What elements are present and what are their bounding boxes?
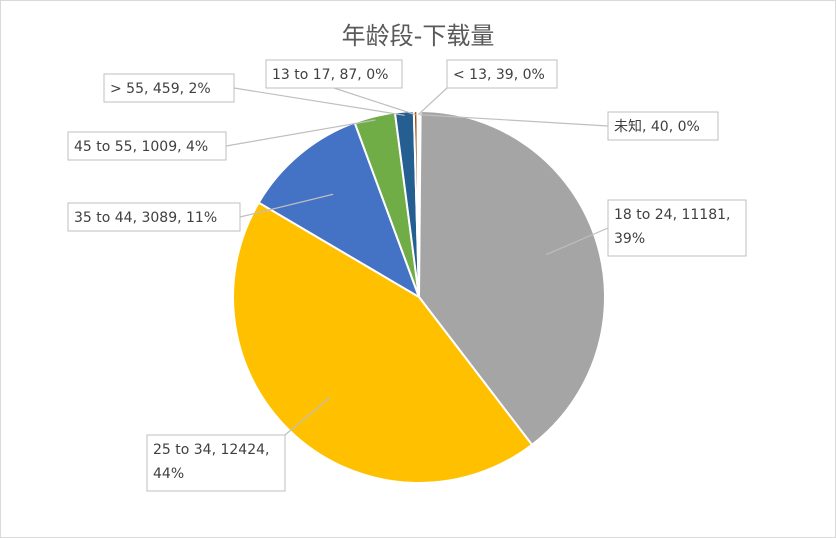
data-label-text: 39% (614, 231, 645, 247)
data-labels: 未知, 40, 0% 18 to 24, 11181, 39% 25 to 34, 1… (67, 59, 747, 492)
leader-line-13 (417, 87, 448, 116)
data-label-box (67, 202, 241, 232)
leader-lines (225, 87, 609, 436)
data-label-13: < 13, 39, 0% (446, 59, 558, 89)
pie-slice-18-to-24 (417, 109, 606, 447)
data-label-13-to-17: 13 to 17, 87, 0% (265, 59, 403, 89)
data-label-text: 45 to 55, 1009, 4% (74, 139, 208, 155)
leader-line-18-to-24 (545, 227, 609, 256)
data-label-text: 13 to 17, 87, 0% (272, 67, 388, 83)
leader-line-slice-0 (419, 114, 609, 127)
data-label-box (607, 111, 719, 141)
data-label-text: 25 to 34, 12424, (153, 442, 269, 458)
leader-line-35-to-44 (239, 193, 334, 218)
pie-slices (232, 109, 606, 484)
data-label-25-to-34: 25 to 34, 12424, 44% (146, 434, 286, 492)
data-label-35-to-44: 35 to 44, 3089, 11% (67, 202, 241, 232)
data-label-box (265, 59, 403, 89)
leader-line-13-to-17 (333, 87, 416, 116)
data-label-18-to-24: 18 to 24, 11181, 39% (607, 199, 747, 257)
data-label-text: 18 to 24, 11181, (614, 207, 730, 223)
data-label-text: < 13, 39, 0% (453, 67, 545, 83)
leader-line-45-to-55 (225, 119, 376, 147)
data-label-text: > 55, 459, 2% (110, 81, 211, 97)
data-label-slice-0: 未知, 40, 0% (607, 111, 719, 141)
data-label-text: 44% (153, 466, 184, 482)
data-label-text: 35 to 44, 3089, 11% (74, 210, 217, 226)
leader-line-25-to-34 (284, 396, 331, 436)
data-label-box (67, 131, 227, 161)
leader-line-55 (233, 87, 405, 116)
data-label-box (103, 73, 235, 103)
data-label-box (446, 59, 558, 89)
data-label-45-to-55: 45 to 55, 1009, 4% (67, 131, 227, 161)
chart-title: 年龄段-下载量 (341, 22, 495, 50)
data-label-box (146, 434, 286, 492)
pie-slice-25-to-34 (232, 201, 534, 484)
data-label-box (607, 199, 747, 257)
data-label-55: > 55, 459, 2% (103, 73, 235, 103)
data-label-text: 未知, 40, 0% (614, 118, 700, 135)
pie-slice-13 (416, 109, 420, 298)
